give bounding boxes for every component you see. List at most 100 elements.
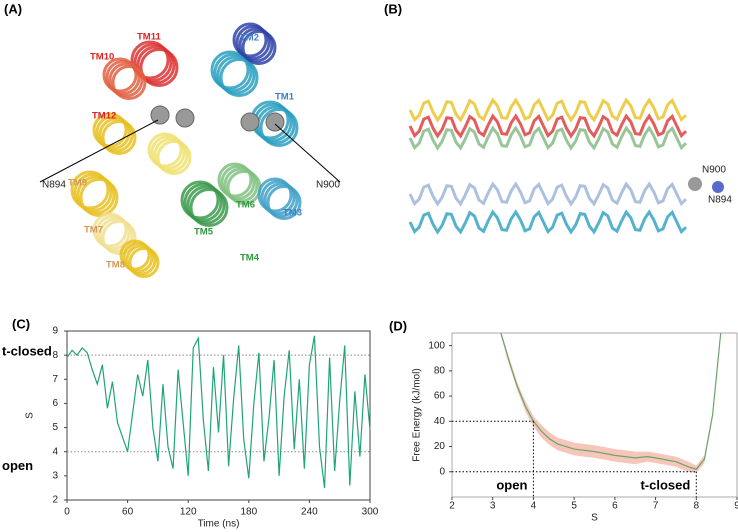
panel-label: (D) <box>389 318 407 333</box>
atom <box>688 177 702 191</box>
helix <box>76 175 116 215</box>
helix <box>238 27 274 63</box>
y-tick-label: 20 <box>434 441 446 452</box>
y-tick-label: 7 <box>52 374 58 385</box>
helix-label: TM11 <box>137 32 161 43</box>
pointer <box>39 119 159 183</box>
helix <box>101 220 137 255</box>
helix <box>210 50 250 90</box>
x-tick-label: 7 <box>653 501 659 512</box>
helix-label: TM10 <box>90 52 114 63</box>
residue-label: N894 <box>708 195 732 206</box>
helix <box>263 182 299 218</box>
x-tick-label: 60 <box>122 507 134 518</box>
helix <box>259 108 299 147</box>
annotation: open <box>496 477 527 492</box>
y-tick-label: 6 <box>52 398 58 409</box>
helix <box>111 65 147 100</box>
helix <box>153 137 189 173</box>
x-tick-label: 8 <box>694 501 700 512</box>
atom <box>712 181 724 193</box>
helix <box>95 115 131 150</box>
helix <box>232 22 268 58</box>
helix <box>92 212 128 248</box>
helix <box>95 215 131 250</box>
atom <box>175 108 195 128</box>
x-tick-label: 4 <box>531 501 537 512</box>
helix <box>216 55 256 95</box>
helix-strand <box>408 125 688 151</box>
helix-label: TM4 <box>240 253 260 264</box>
y-tick-label: 0 <box>439 466 445 477</box>
x-tick-label: 120 <box>180 507 197 518</box>
helix <box>122 242 154 273</box>
helix-label: TM8 <box>106 260 125 271</box>
y-axis-label: S <box>25 412 36 419</box>
helix <box>189 188 229 227</box>
helix <box>257 177 293 213</box>
plot-frame <box>451 332 738 498</box>
pointer <box>274 123 341 183</box>
helix-label: TM1 <box>275 92 295 103</box>
residue-label: N894 <box>42 180 66 191</box>
helix <box>79 178 119 217</box>
helix <box>98 217 134 253</box>
helix <box>223 167 259 203</box>
helix <box>105 60 141 95</box>
helix <box>92 112 128 148</box>
y-tick-label: 40 <box>434 416 446 427</box>
helix <box>119 239 151 271</box>
helix <box>186 185 226 225</box>
y-tick-label: 9 <box>52 326 58 337</box>
x-tick-label: 180 <box>240 507 257 518</box>
x-axis-label: Time (ns) <box>198 519 240 530</box>
helix-strand <box>408 97 688 123</box>
helix <box>235 25 271 60</box>
helix <box>220 165 256 200</box>
annotation: t-closed <box>640 477 690 492</box>
helix-label: TM9 <box>68 178 87 189</box>
y-tick-label: 8 <box>52 350 58 361</box>
helix <box>136 45 176 85</box>
helix <box>213 53 253 92</box>
helix <box>156 140 192 175</box>
helix <box>266 185 302 220</box>
atom <box>150 105 170 125</box>
series-line <box>66 335 371 489</box>
x-axis-label: S <box>591 513 598 524</box>
x-tick-label: 3 <box>490 501 496 512</box>
helix <box>150 135 186 170</box>
helix-label: TM6 <box>236 200 255 211</box>
helix <box>98 117 134 153</box>
y-tick-label: 2 <box>52 495 58 506</box>
helix <box>180 180 220 220</box>
helix <box>73 173 113 212</box>
helix-strand <box>408 113 688 139</box>
helix <box>219 58 259 97</box>
residue-label: N900 <box>702 165 726 176</box>
helix-label: TM7 <box>84 225 103 236</box>
helix <box>70 170 110 210</box>
y-tick-label: 100 <box>428 340 445 351</box>
structure-images <box>70 22 724 278</box>
helix <box>147 132 183 168</box>
panel-label: (C) <box>12 316 30 331</box>
helix <box>108 62 144 98</box>
x-tick-label: 0 <box>64 507 70 518</box>
helix <box>130 40 170 80</box>
residue-label: N900 <box>316 180 340 191</box>
helix <box>102 57 138 93</box>
atom <box>240 112 260 132</box>
x-tick-label: 300 <box>362 507 379 518</box>
helix <box>139 48 179 87</box>
helix <box>128 247 160 278</box>
helix-label: TM2 <box>240 33 259 44</box>
panel-label: (B) <box>384 1 402 16</box>
helix-label: TM12 <box>92 111 116 122</box>
y-tick-label: 80 <box>434 365 446 376</box>
x-tick-label: 5 <box>571 501 577 512</box>
helix <box>241 30 277 65</box>
y-tick-label: 4 <box>52 446 58 457</box>
y-tick-label: 5 <box>52 422 58 433</box>
series-line <box>500 333 722 470</box>
